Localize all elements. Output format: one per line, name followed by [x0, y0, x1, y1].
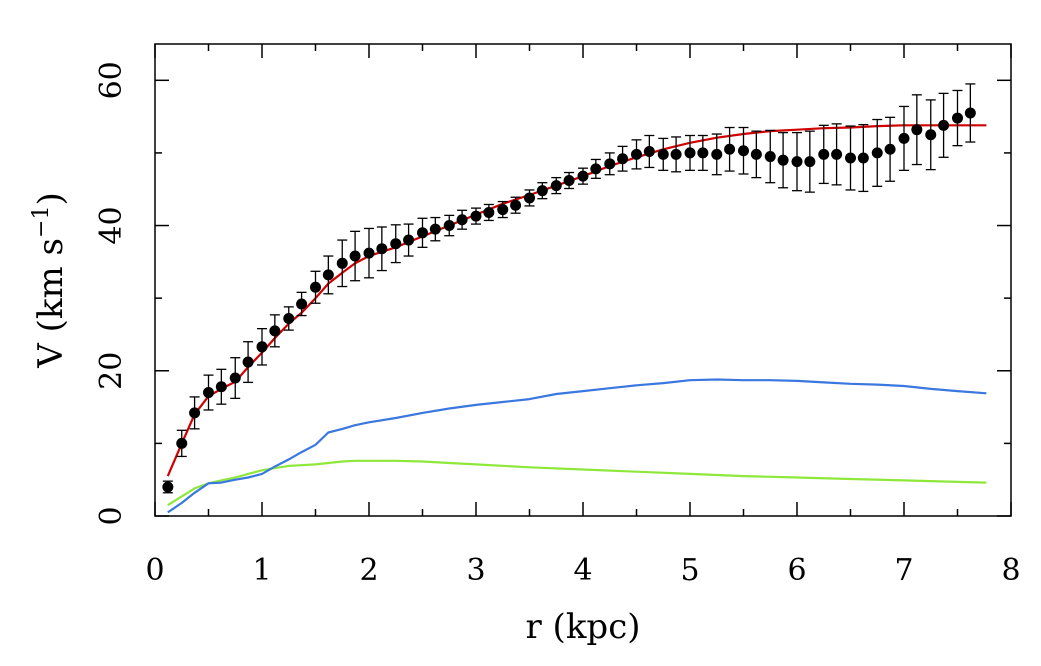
observed-point — [711, 148, 723, 160]
observed-point — [911, 124, 923, 136]
observed-point — [697, 147, 709, 159]
observed-point — [524, 192, 535, 204]
y-axis-title-main: V (km s — [31, 238, 71, 369]
observed-point — [229, 372, 241, 384]
x-tick-label: 4 — [573, 553, 592, 588]
plot-frame — [154, 43, 1012, 517]
x-tick-label: 8 — [1001, 553, 1020, 588]
observed-point — [643, 145, 655, 157]
observed-point — [176, 437, 188, 449]
observed-points — [162, 107, 976, 493]
observed-point — [443, 220, 455, 232]
observed-point — [898, 132, 910, 144]
x-tick-label: 3 — [466, 553, 485, 588]
observed-point — [363, 247, 375, 259]
x-tick-label: 0 — [145, 553, 164, 588]
observed-point — [750, 148, 762, 160]
observed-point — [845, 152, 856, 164]
observed-point — [536, 185, 548, 197]
observed-point — [563, 175, 575, 187]
observed-point — [670, 148, 682, 160]
x-tick-label: 5 — [680, 553, 699, 588]
observed-point — [857, 152, 869, 164]
blue-component-line — [167, 378, 987, 514]
observed-point — [403, 234, 415, 246]
x-axis-title: r (kpc) — [526, 607, 641, 647]
observed-point — [550, 180, 562, 192]
observed-point — [215, 381, 227, 393]
observed-point — [269, 325, 281, 337]
observed-point — [283, 312, 295, 324]
observed-point — [684, 147, 696, 159]
observed-point — [497, 204, 509, 216]
observed-point — [617, 153, 629, 165]
observed-point — [925, 129, 937, 141]
observed-point — [631, 148, 642, 160]
observed-point — [871, 147, 883, 159]
observed-point — [804, 156, 816, 168]
observed-point — [604, 158, 616, 170]
y-axis-title-superscript: −1 — [29, 206, 54, 238]
observed-point — [256, 341, 268, 353]
observed-point — [577, 170, 589, 182]
observed-point — [417, 227, 428, 239]
observed-point — [657, 148, 669, 160]
y-axis-ticks: 0 20 40 60 — [94, 61, 1011, 526]
observed-point — [296, 298, 308, 310]
observed-point — [818, 148, 830, 160]
observed-point — [738, 145, 749, 157]
observed-point — [203, 387, 214, 399]
observed-point — [510, 199, 522, 211]
y-axis-title-close: ) — [31, 192, 71, 205]
green-component-line — [167, 459, 987, 507]
observed-point — [429, 223, 441, 235]
observed-point — [376, 243, 388, 255]
x-tick-label: 6 — [787, 553, 806, 588]
observed-point — [938, 119, 950, 131]
observed-point — [777, 154, 789, 166]
y-axis-title: V (km s−1) — [29, 192, 71, 368]
observed-point — [724, 143, 736, 155]
observed-point — [964, 107, 976, 119]
observed-point — [336, 257, 348, 269]
observed-point — [764, 151, 776, 163]
observed-point — [791, 156, 803, 168]
x-tick-label: 2 — [359, 553, 378, 588]
observed-point — [884, 143, 896, 155]
observed-point — [390, 238, 402, 250]
observed-point — [590, 163, 602, 175]
observed-point — [831, 148, 843, 160]
observed-point — [189, 407, 201, 419]
observed-point — [310, 281, 321, 293]
x-axis-ticks: 0 1 2 3 4 5 6 7 8 — [145, 44, 1021, 588]
y-tick-label: 20 — [94, 352, 129, 390]
x-tick-label: 7 — [894, 553, 913, 588]
observed-point — [162, 481, 174, 493]
x-tick-label: 1 — [252, 553, 271, 588]
error-bars — [162, 83, 976, 494]
observed-point — [322, 269, 334, 281]
y-tick-label: 0 — [94, 506, 129, 525]
observed-point — [470, 210, 482, 222]
observed-point — [349, 250, 361, 262]
y-tick-label: 40 — [94, 206, 129, 244]
observed-point — [242, 356, 254, 368]
observed-point — [483, 206, 495, 218]
observed-point — [456, 214, 468, 226]
y-tick-label: 60 — [94, 61, 129, 99]
observed-point — [952, 112, 963, 124]
